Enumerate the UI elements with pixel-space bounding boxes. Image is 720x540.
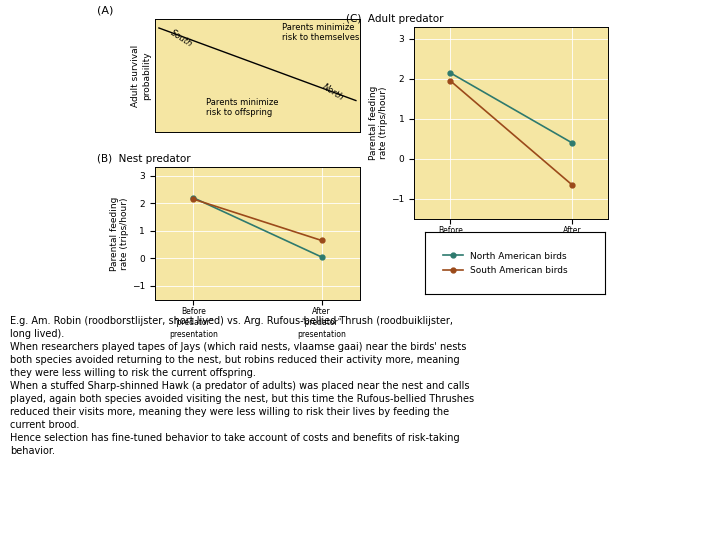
Text: E.g. Am. Robin (roodborstlijster, short lived) vs. Arg. Rufous-bellied Thrush (r: E.g. Am. Robin (roodborstlijster, short … bbox=[10, 316, 474, 456]
Legend: North American birds, South American birds: North American birds, South American bir… bbox=[438, 247, 572, 280]
Text: (B)  Nest predator: (B) Nest predator bbox=[97, 154, 191, 164]
Y-axis label: Parental feeding
rate (trips/hour): Parental feeding rate (trips/hour) bbox=[369, 86, 388, 160]
Text: (C)  Adult predator: (C) Adult predator bbox=[346, 14, 444, 24]
Text: Parents minimize
risk to themselves: Parents minimize risk to themselves bbox=[282, 23, 359, 42]
Text: North: North bbox=[321, 83, 346, 103]
Y-axis label: Parental feeding
rate (trips/hour): Parental feeding rate (trips/hour) bbox=[109, 197, 129, 271]
Y-axis label: Adult survival
probability: Adult survival probability bbox=[131, 44, 150, 107]
Text: Parents minimize
risk to offspring: Parents minimize risk to offspring bbox=[206, 98, 279, 117]
Text: (A): (A) bbox=[97, 5, 114, 15]
Text: South: South bbox=[169, 28, 194, 49]
